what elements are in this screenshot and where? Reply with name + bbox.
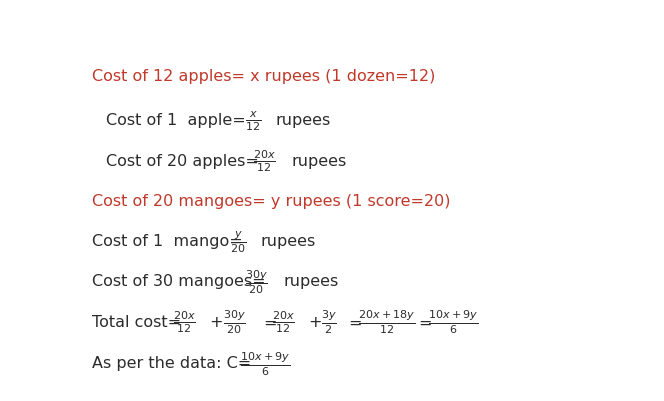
Text: $\frac{30y}{20}$: $\frac{30y}{20}$ (223, 308, 246, 335)
Text: rupees: rupees (291, 153, 347, 168)
Text: $+$: $+$ (308, 314, 322, 329)
Text: $\frac{x}{12}$: $\frac{x}{12}$ (245, 109, 262, 132)
Text: Cost of 12 apples= x rupees (1 dozen=12): Cost of 12 apples= x rupees (1 dozen=12) (92, 69, 436, 83)
Text: $\frac{y}{20}$: $\frac{y}{20}$ (230, 228, 246, 254)
Text: Cost of 20 mangoes= y rupees (1 score=20): Cost of 20 mangoes= y rupees (1 score=20… (92, 193, 451, 209)
Text: $=$: $=$ (260, 314, 276, 329)
Text: $\frac{20x}{12}$: $\frac{20x}{12}$ (272, 308, 295, 334)
Text: As per the data: C=: As per the data: C= (92, 356, 252, 371)
Text: Cost of 1  mango=: Cost of 1 mango= (92, 234, 243, 249)
Text: $\frac{20x}{12}$: $\frac{20x}{12}$ (173, 308, 196, 334)
Text: $\frac{10x+9y}{6}$: $\frac{10x+9y}{6}$ (428, 308, 478, 335)
Text: rupees: rupees (260, 234, 316, 249)
Text: $\frac{10x+9y}{6}$: $\frac{10x+9y}{6}$ (240, 349, 290, 377)
Text: Total cost=: Total cost= (92, 314, 181, 329)
Text: $\frac{20x+18y}{12}$: $\frac{20x+18y}{12}$ (359, 308, 416, 335)
Text: Cost of 1  apple=: Cost of 1 apple= (106, 113, 246, 128)
Text: rupees: rupees (284, 274, 339, 289)
Text: $\frac{30y}{20}$: $\frac{30y}{20}$ (245, 267, 268, 295)
Text: Cost of 20 apples=: Cost of 20 apples= (106, 153, 259, 168)
Text: $=$: $=$ (415, 314, 432, 329)
Text: $=$: $=$ (345, 314, 363, 329)
Text: rupees: rupees (276, 113, 331, 128)
Text: $\frac{20x}{12}$: $\frac{20x}{12}$ (253, 148, 276, 174)
Text: $\frac{3y}{2}$: $\frac{3y}{2}$ (321, 308, 337, 335)
Text: Cost of 30 mangoes=: Cost of 30 mangoes= (92, 274, 266, 289)
Text: $+$: $+$ (209, 314, 223, 329)
